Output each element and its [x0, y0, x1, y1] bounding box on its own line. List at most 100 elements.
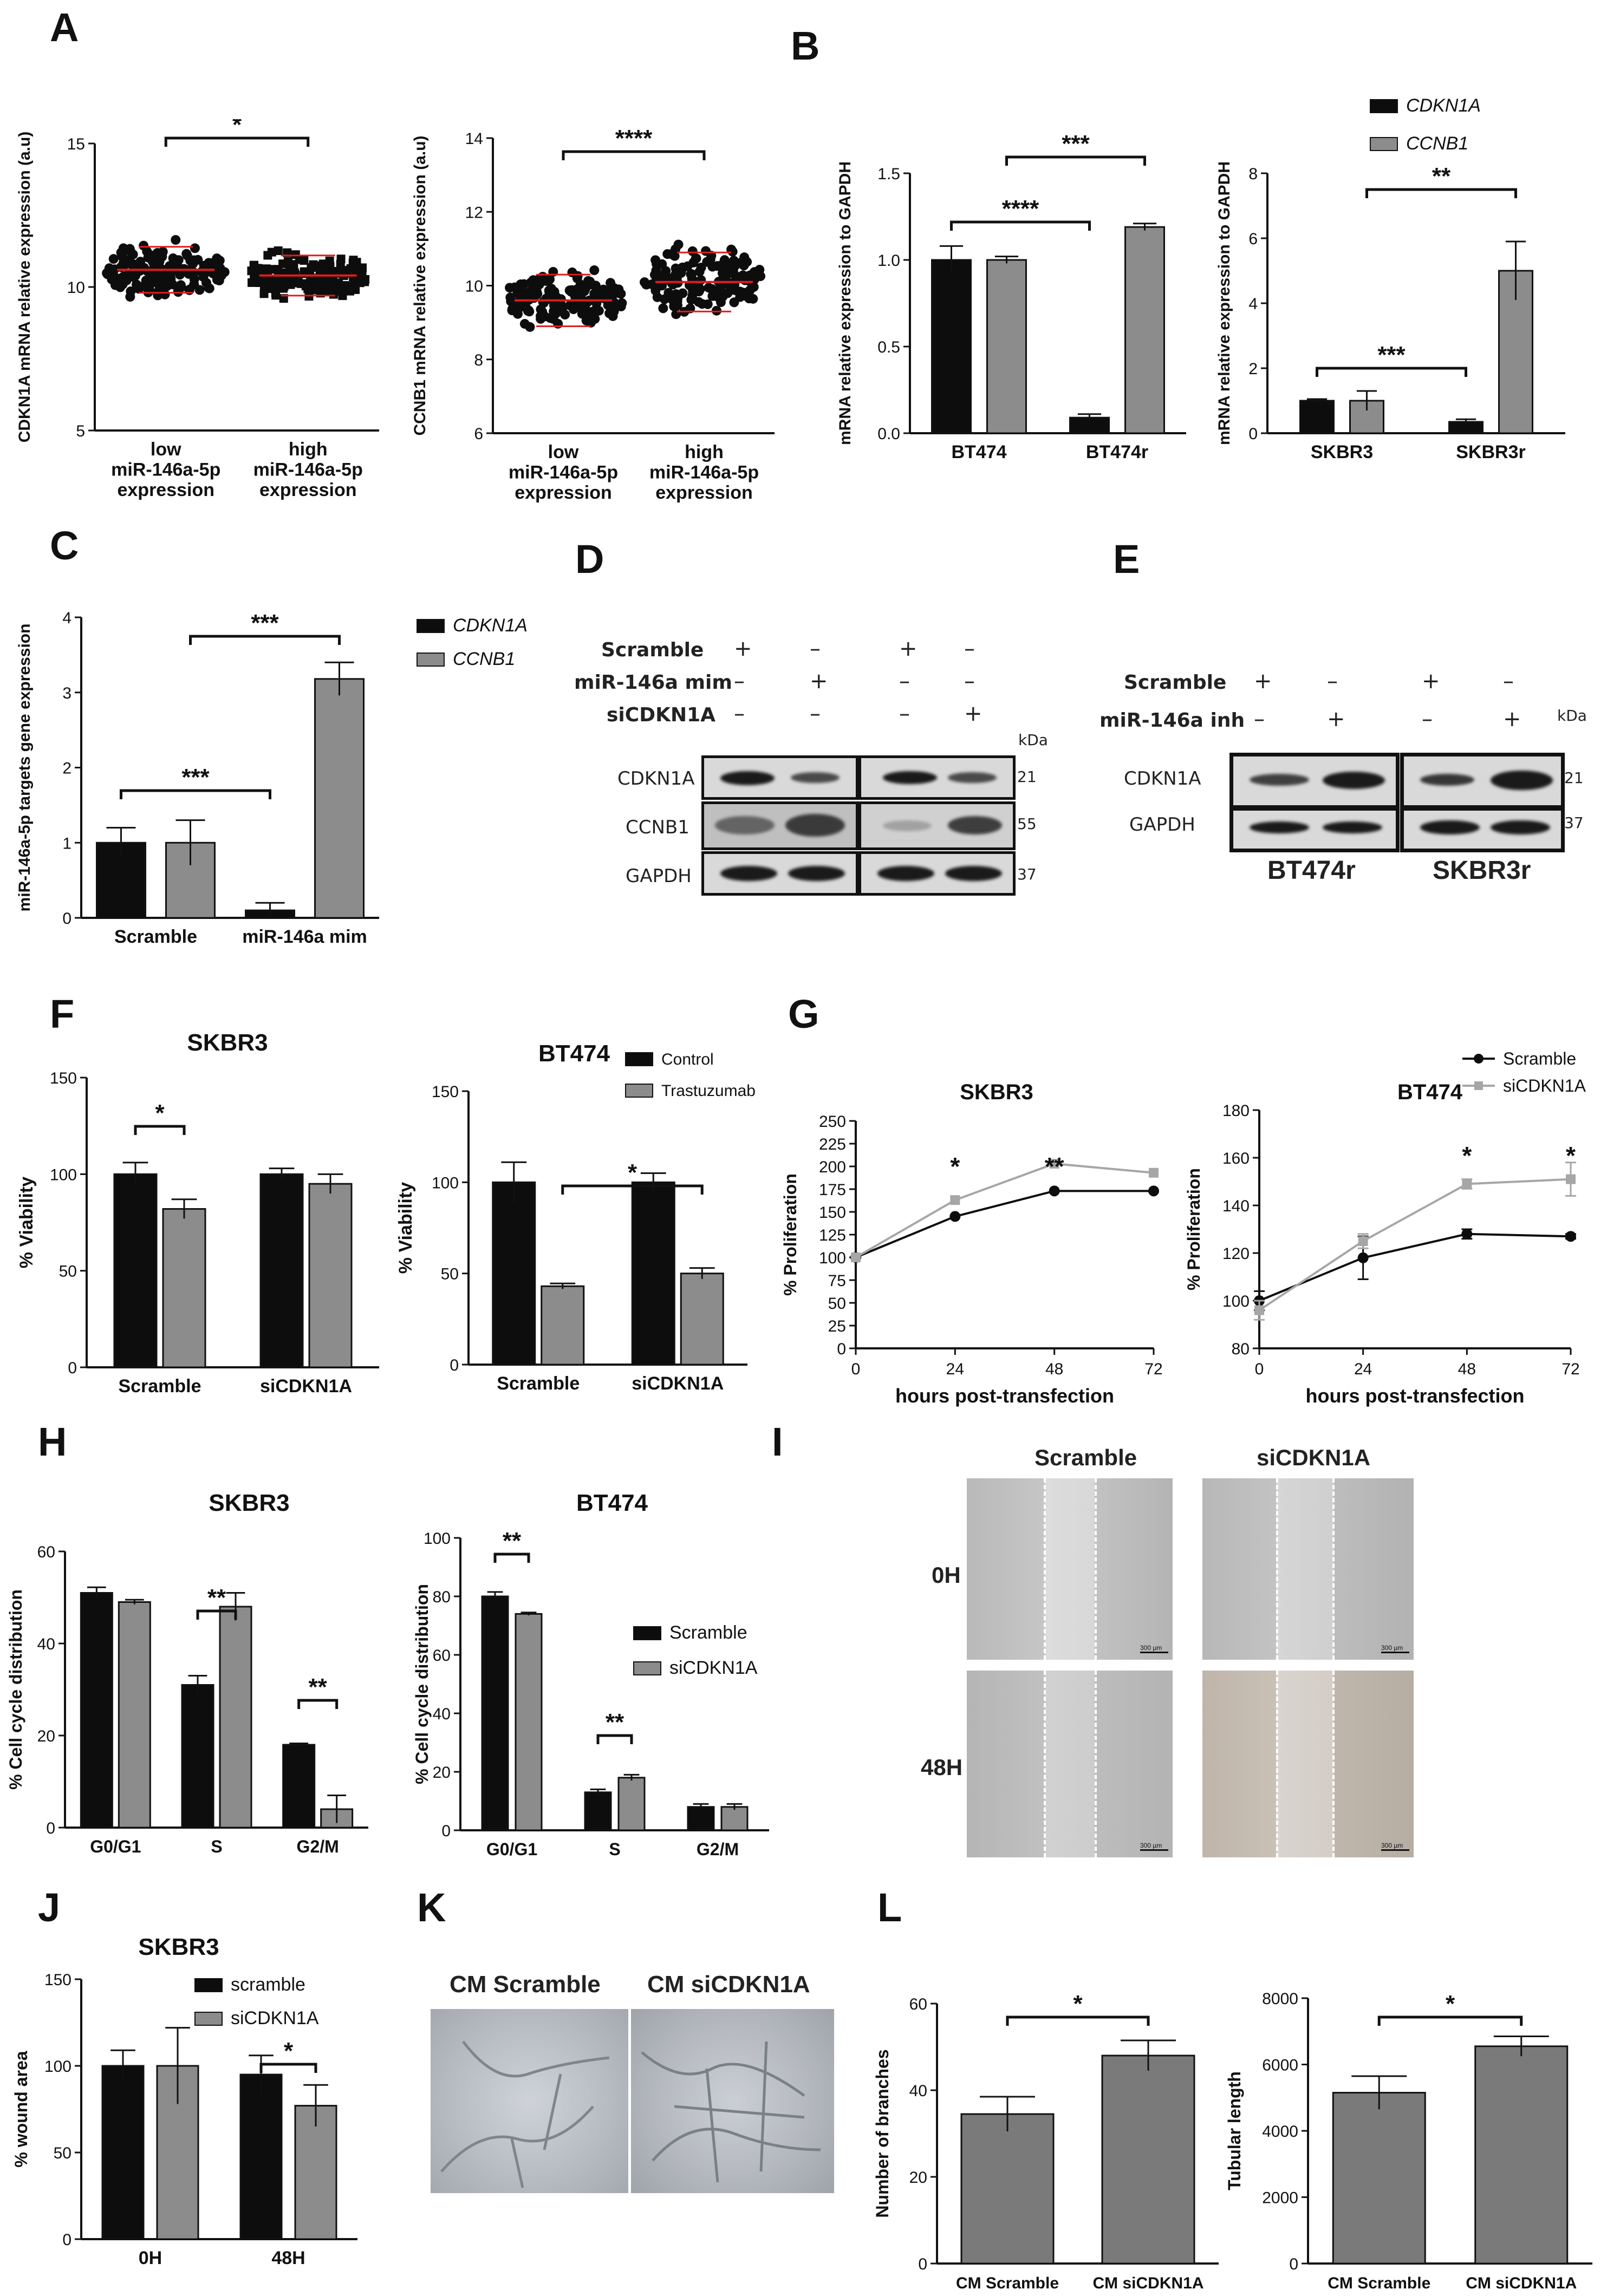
- data-point: [725, 278, 735, 288]
- significance-label: **: [606, 1709, 624, 1736]
- data-point: [590, 281, 601, 291]
- blot-band: [791, 772, 840, 783]
- blot-cdkn1a-bt474r: [1229, 753, 1400, 809]
- legend-swatch: [194, 2012, 223, 2026]
- y-tick-label: 1: [62, 834, 71, 852]
- x-tick-label: 24: [1354, 1360, 1372, 1378]
- data-point: [188, 269, 198, 279]
- y-tick-label: 100: [1222, 1293, 1250, 1310]
- legend-label: scramble: [231, 1974, 305, 1995]
- x-tick-label: 24: [946, 1360, 964, 1378]
- chart-title: SKBR3: [138, 1939, 219, 1960]
- panel-label-h: H: [38, 1419, 67, 1464]
- legend-swatch: [417, 619, 445, 633]
- data-point: [295, 255, 304, 264]
- legend-label: Control: [661, 1051, 714, 1068]
- data-point: [1357, 1252, 1369, 1263]
- bar: [80, 1592, 113, 1829]
- y-tick-label: 225: [819, 1136, 846, 1153]
- significance-label: *: [1446, 1991, 1455, 2017]
- band-label: CDKN1A: [1124, 768, 1201, 790]
- series-line: [1258, 1178, 1571, 1312]
- data-point: [1049, 1185, 1060, 1197]
- x-tick-label: low miR-146a-5p expression: [509, 442, 618, 503]
- significance-bracket: [1006, 2015, 1150, 2026]
- y-axis-label: Tubular length: [1225, 2071, 1244, 2190]
- panel-label-k: K: [417, 1885, 446, 1930]
- significance-bracket: [493, 1553, 530, 1563]
- tube-network: [641, 2041, 821, 2183]
- x-tick-label: G2/M: [297, 1837, 339, 1856]
- blot-band: [883, 771, 937, 784]
- panel-label-b: B: [791, 23, 820, 68]
- legend-swatch: [417, 653, 445, 667]
- bar: [113, 1173, 158, 1368]
- column-title: CM Scramble: [450, 1971, 601, 1998]
- y-tick-label: 40: [37, 1635, 55, 1653]
- bar: [515, 1613, 543, 1831]
- legend-label: siCDKN1A: [669, 1658, 758, 1678]
- blot-gapdh-bt474r: [1229, 807, 1400, 852]
- legend-swatch: [1370, 99, 1398, 113]
- cell-line-label: SKBR3r: [1433, 856, 1531, 885]
- y-tick-label: 0: [837, 1340, 846, 1358]
- micrograph-sicdkn1a-48h: 300 µm: [1202, 1671, 1414, 1857]
- significance-bracket: [562, 150, 706, 160]
- data-point: [672, 273, 682, 283]
- blot-band: [720, 771, 775, 785]
- x-tick-label-line: expression: [515, 482, 612, 503]
- bar: [720, 1806, 749, 1831]
- y-tick-label: 4: [1248, 295, 1258, 313]
- x-tick-label: 0: [1255, 1360, 1264, 1378]
- y-tick-label: 150: [50, 1069, 77, 1087]
- data-point: [199, 260, 209, 271]
- data-point: [264, 275, 273, 284]
- y-tick-label: 60: [37, 1543, 55, 1561]
- treatment-label: Scramble: [601, 639, 704, 661]
- data-point: [950, 1195, 960, 1205]
- data-point: [707, 262, 718, 272]
- data-point: [567, 267, 577, 277]
- data-point: [579, 301, 589, 311]
- bar: [308, 1183, 353, 1368]
- panel-label-e: E: [1113, 537, 1140, 582]
- chart-a-cdkn1a-scatter: 5 10 15 CDKN1A mRNA relative expression (a.…: [16, 119, 379, 500]
- y-tick-label: 0: [46, 1819, 55, 1837]
- kda-value: 21: [1564, 769, 1584, 787]
- y-tick-label: 1.5: [877, 165, 900, 183]
- y-axis-label: Number of branches: [873, 2049, 892, 2217]
- x-tick-label: G0/G1: [486, 1840, 537, 1859]
- significance-label: ***: [1377, 342, 1406, 368]
- y-tick-label: 4000: [1262, 2123, 1298, 2141]
- micrograph-scramble-0h: 300 µm: [967, 1478, 1173, 1660]
- data-point: [650, 285, 661, 295]
- blot-band: [1250, 774, 1309, 786]
- bar: [584, 1791, 612, 1831]
- row-title: 0H: [932, 1562, 961, 1588]
- scale-bar: 300 µm: [1140, 1842, 1168, 1851]
- kda-value: 37: [1017, 865, 1037, 883]
- y-tick-label: 15: [67, 135, 85, 153]
- panel-label-g: G: [788, 992, 819, 1036]
- y-tick-label: 3: [62, 684, 71, 702]
- blot-band: [948, 772, 997, 783]
- data-point: [589, 265, 600, 276]
- data-point: [729, 297, 739, 308]
- scale-bar: 300 µm: [1381, 1842, 1409, 1851]
- data-point: [278, 277, 288, 286]
- x-tick-label: CM siCDKN1A: [1092, 2274, 1203, 2292]
- column-title: Scramble: [1035, 1445, 1137, 1470]
- x-tick-label: 48H: [271, 2248, 305, 2268]
- significance-label: **: [1432, 163, 1451, 190]
- data-point: [662, 272, 672, 282]
- significance-bracket: [120, 789, 271, 799]
- data-point: [116, 278, 126, 289]
- data-point: [1149, 1167, 1159, 1178]
- kda-value: 55: [1017, 815, 1037, 833]
- micrograph-cm-sicdkn1a: [631, 2009, 834, 2193]
- data-point: [300, 267, 309, 276]
- blot-band: [877, 866, 934, 881]
- x-tick-label-line: low: [151, 439, 181, 460]
- x-axis-label: hours post-transfection: [1305, 1385, 1524, 1407]
- y-tick-label: 2000: [1262, 2189, 1298, 2207]
